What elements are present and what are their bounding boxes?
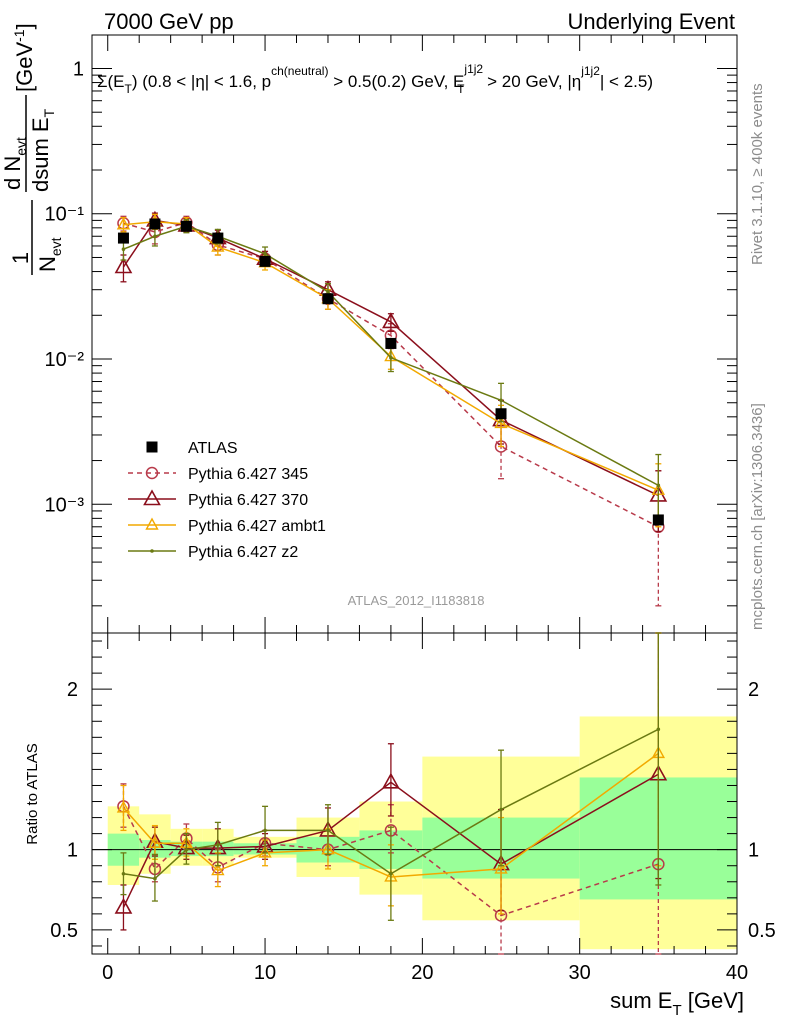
rivet-label: Rivet 3.1.10, ≥ 400k events xyxy=(749,83,766,265)
dot-marker xyxy=(389,871,393,876)
ratio-y-tick-label: 2 xyxy=(67,679,78,701)
triangle-marker xyxy=(114,897,133,914)
x-tick-label: 40 xyxy=(726,962,748,984)
dot-marker xyxy=(326,290,330,294)
square-marker xyxy=(652,514,664,526)
circle-marker xyxy=(145,466,159,480)
triangle-marker xyxy=(494,416,508,429)
legend-label: Pythia 6.427 370 xyxy=(188,492,308,509)
square-marker xyxy=(385,337,397,349)
dot-marker xyxy=(121,871,126,876)
y-label-unit: [GeV-1] xyxy=(11,23,37,92)
square-marker xyxy=(180,220,192,232)
triangle-marker xyxy=(148,835,162,848)
ratio-y-tick-label-right: 2 xyxy=(748,679,759,701)
triangle-marker xyxy=(382,312,400,329)
dot-marker xyxy=(499,398,503,403)
dot-marker xyxy=(326,828,330,833)
y-tick-label: 10⁻² xyxy=(45,349,85,371)
plot-title: Σ(ET) (0.8 < |η| < 1.6, pch(neutral) > 0… xyxy=(97,62,653,96)
square-marker xyxy=(259,255,271,267)
header-right: Underlying Event xyxy=(567,9,735,34)
dot-marker xyxy=(656,483,661,488)
triangle-marker xyxy=(494,861,508,874)
y-label-nevt: Nevt xyxy=(35,237,64,272)
atlas-data-points xyxy=(117,218,664,526)
x-tick-label: 30 xyxy=(569,962,591,984)
triangle-marker xyxy=(143,489,161,506)
square-marker xyxy=(149,218,161,230)
square-marker xyxy=(212,232,224,244)
ratio-series xyxy=(114,632,668,955)
ratio-y-tick-label: 0.5 xyxy=(50,920,78,942)
y-tick-label: 10⁻³ xyxy=(45,494,85,516)
legend: ATLAS Pythia 6.427 345 Pythia 6.427 370 Pyt… xyxy=(128,440,326,561)
dot-marker xyxy=(216,843,220,847)
triangle-marker xyxy=(145,517,159,530)
dot-marker xyxy=(389,355,393,360)
dot-marker xyxy=(263,252,267,256)
dot-marker xyxy=(150,549,154,553)
dot-marker xyxy=(184,847,189,852)
triangle-marker xyxy=(258,845,272,858)
y-tick-label: 10⁻¹ xyxy=(45,204,85,226)
square-marker xyxy=(495,408,507,420)
legend-label: Pythia 6.427 345 xyxy=(188,466,308,483)
ratio-y-tick-label: 1 xyxy=(67,840,78,862)
x-axis-label: sum ET [GeV] xyxy=(610,988,744,1019)
ratio-plot-frame xyxy=(91,632,738,955)
dot-marker xyxy=(263,828,267,833)
triangle-marker xyxy=(116,217,131,230)
x-tick-label: 10 xyxy=(254,962,276,984)
dot-marker xyxy=(499,807,503,812)
square-marker xyxy=(322,293,334,305)
dot-marker xyxy=(153,876,157,881)
dot-marker xyxy=(121,247,126,252)
y-label-dsum: dsum ET xyxy=(28,108,57,192)
square-marker xyxy=(146,441,158,453)
triangle-marker xyxy=(114,257,133,274)
legend-label: Pythia 6.427 ambt1 xyxy=(188,518,326,535)
svg-text:1: 1 xyxy=(8,252,33,264)
ratio-y-tick-label-right: 0.5 xyxy=(748,920,776,942)
y-axis-label: 1 Nevt d Nevt dsum ET [GeV-1] xyxy=(0,23,64,275)
y-tick-label: 1 xyxy=(73,58,84,80)
dot-marker xyxy=(656,727,661,732)
analysis-watermark: ATLAS_2012_I1183818 xyxy=(348,593,485,608)
square-marker xyxy=(117,232,129,244)
x-tick-label: 0 xyxy=(102,962,113,984)
x-tick-label: 20 xyxy=(411,962,433,984)
y-label-dn: d Nevt xyxy=(0,137,29,190)
axes: 0 10 20 30 40 1 10⁻¹ 10⁻² 10⁻³ 0.5 0.5 1 1 2 2 xyxy=(45,35,776,984)
triangle-marker xyxy=(116,800,131,813)
legend-label: Pythia 6.427 z2 xyxy=(188,544,298,561)
header-left: 7000 GeV pp xyxy=(104,9,234,34)
ratio-y-tick-label-right: 1 xyxy=(748,840,759,862)
triangle-marker xyxy=(211,863,225,876)
triangle-marker xyxy=(211,239,225,252)
triangle-marker xyxy=(382,772,400,789)
dot-marker xyxy=(153,234,157,239)
ratio-y-label: Ratio to ATLAS xyxy=(24,743,41,844)
legend-label: ATLAS xyxy=(188,440,238,457)
mcplots-label: mcplots.cern.ch [arXiv:1306.3436] xyxy=(749,403,766,630)
